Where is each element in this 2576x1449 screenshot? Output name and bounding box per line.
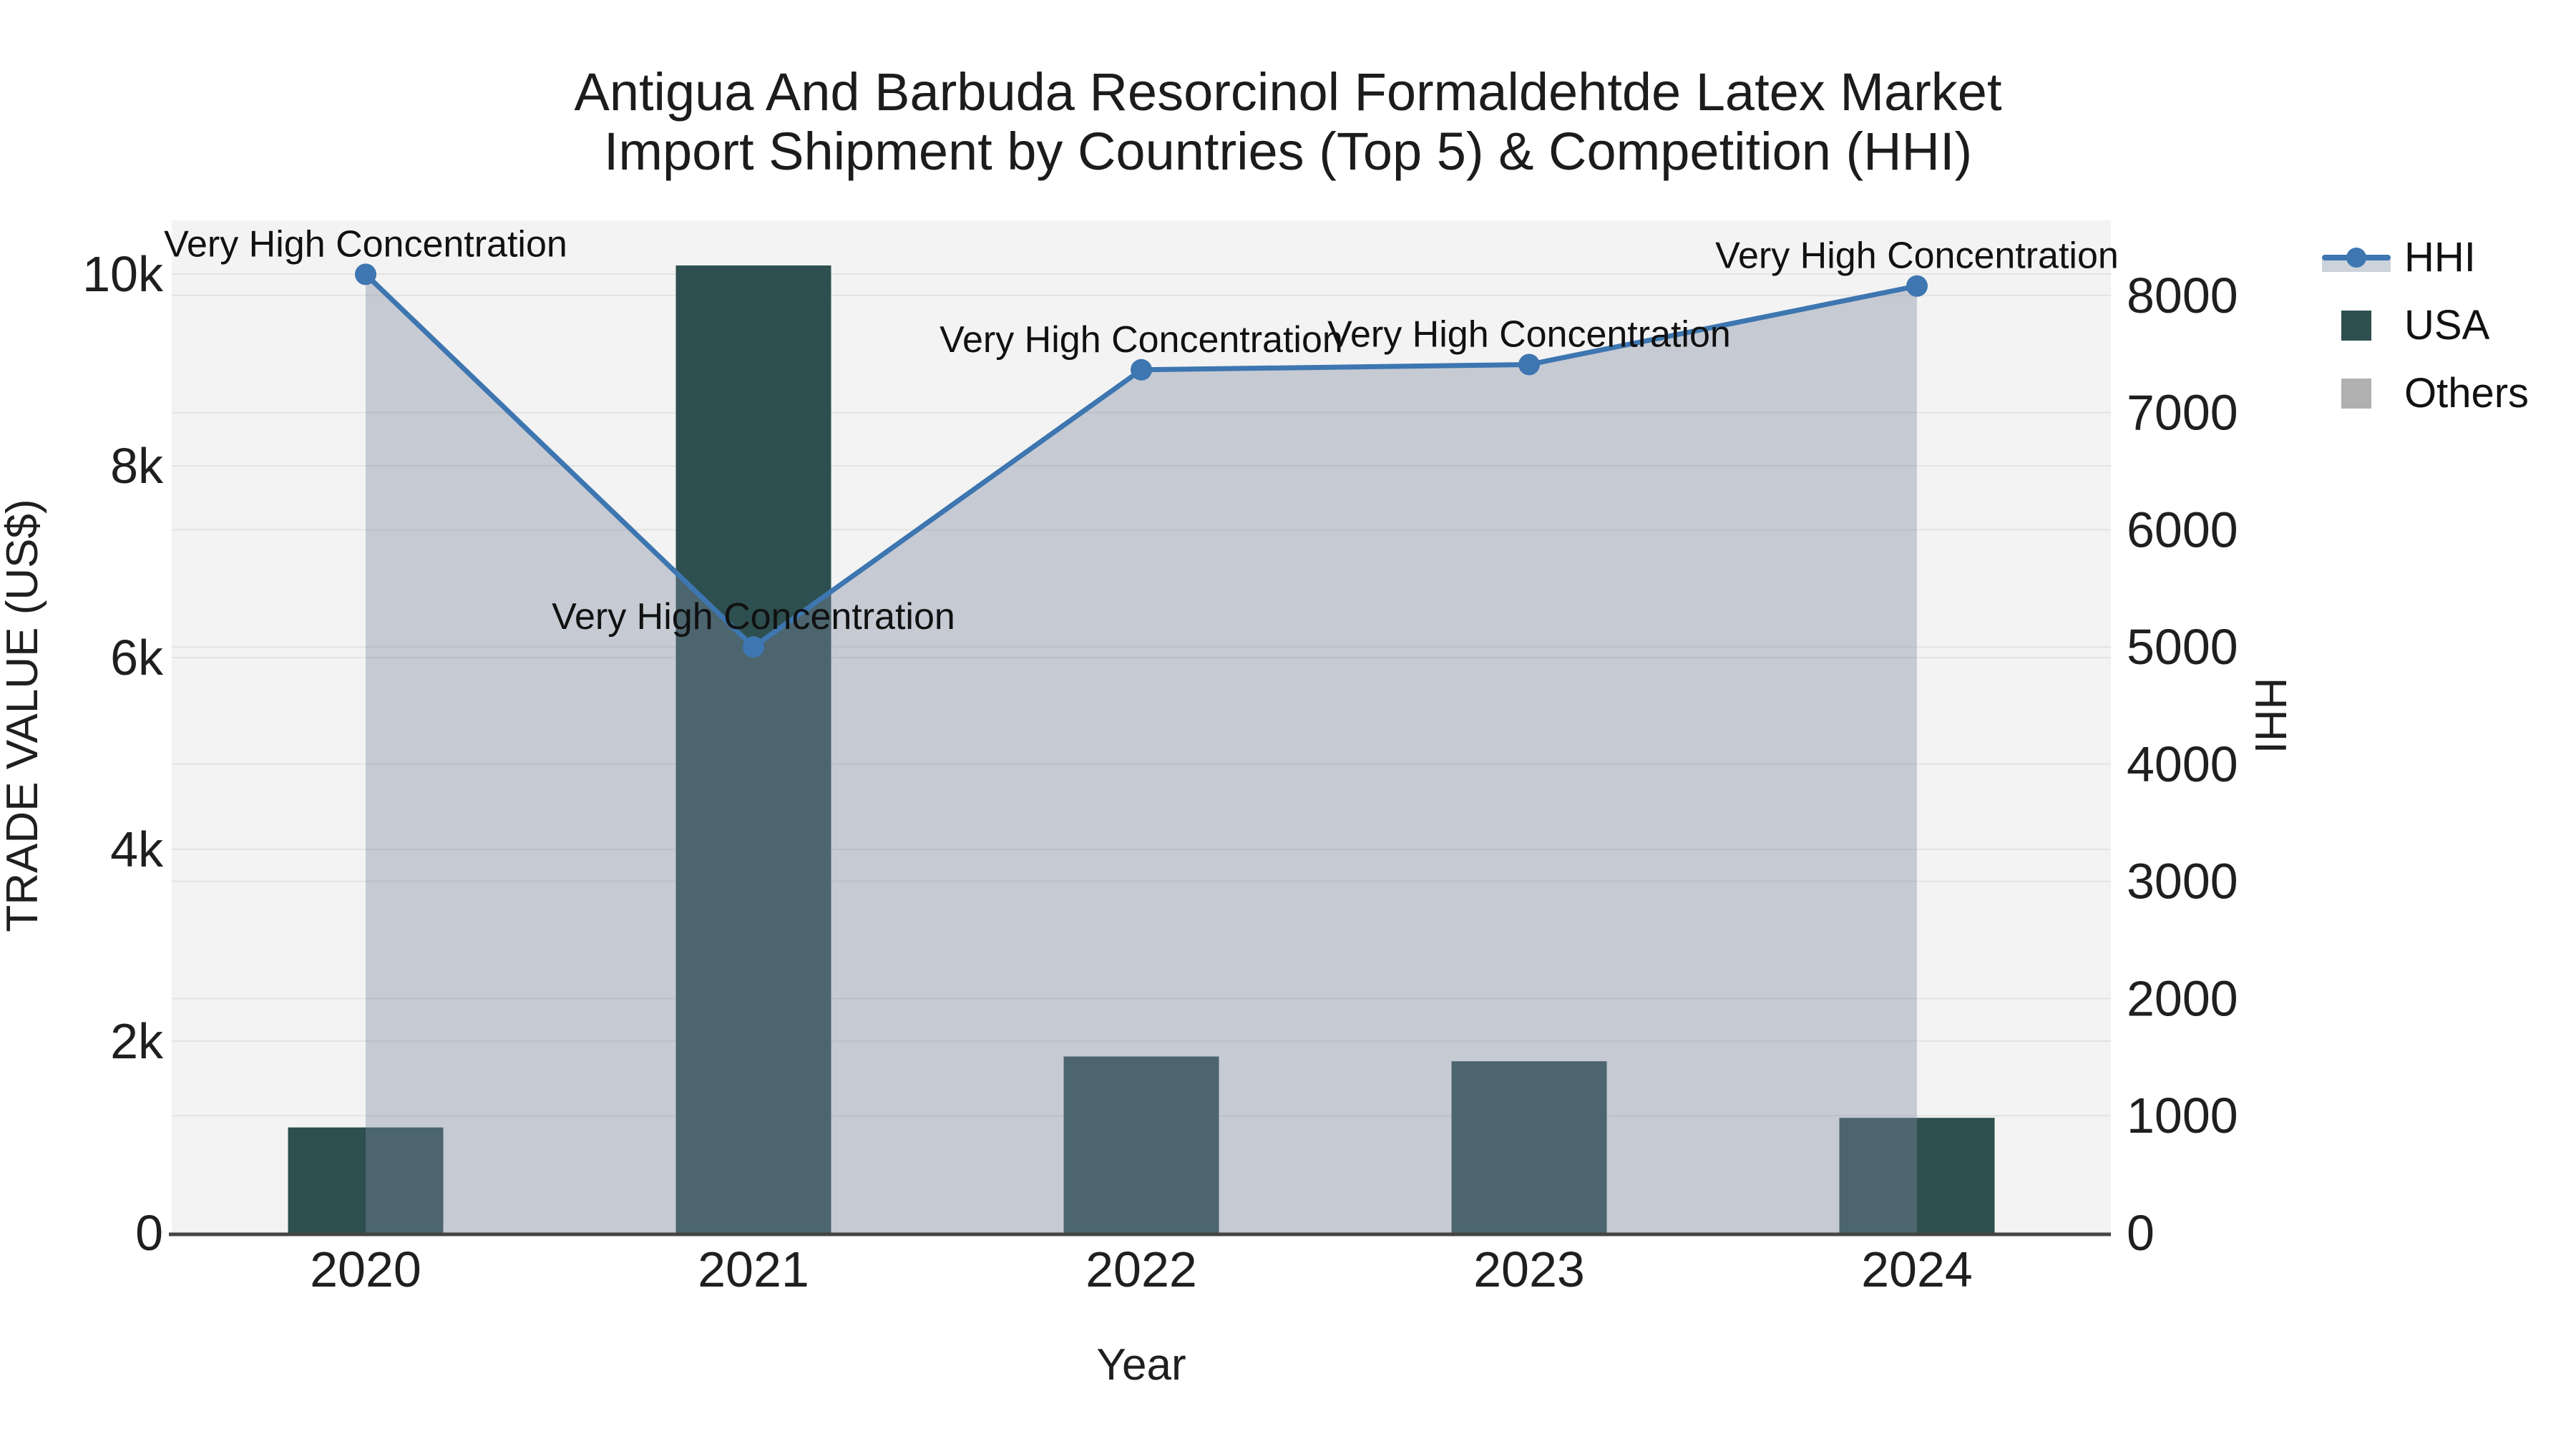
legend-swatch-icon — [2317, 372, 2396, 415]
hhi-legend-symbol — [2322, 242, 2391, 273]
tick-labels-group: 0 2k 4k 6k 8k 10k 0 1000 2000 3000 4000 5000 6000 700… — [82, 246, 2238, 1297]
hhi-marker-2024[interactable] — [1906, 275, 1928, 297]
chart-title-line2: Import Shipment by Countries (Top 5) & C… — [603, 121, 1973, 181]
legend-label-hhi: HHI — [2404, 234, 2476, 280]
swatch-usa — [2341, 310, 2371, 341]
left-tick-4k: 4k — [110, 821, 164, 877]
x-tick-2020: 2020 — [310, 1241, 421, 1297]
chart-title-line1: Antigua And Barbuda Resorcinol Formaldeh… — [574, 62, 2002, 122]
right-tick-3000: 3000 — [2127, 854, 2238, 909]
right-tick-8000: 8000 — [2127, 268, 2238, 323]
legend-label-usa: USA — [2404, 302, 2490, 348]
hhi-area-fill — [366, 274, 1917, 1233]
right-tick-0: 0 — [2127, 1205, 2155, 1261]
right-tick-4000: 4000 — [2127, 736, 2238, 792]
left-tick-8k: 8k — [110, 438, 164, 494]
right-tick-5000: 5000 — [2127, 619, 2238, 675]
bar-usa-2020[interactable] — [288, 1127, 444, 1233]
right-tick-1000: 1000 — [2127, 1088, 2238, 1143]
hhi-area-group — [366, 274, 1917, 1233]
bar-usa-2021[interactable] — [675, 265, 831, 1233]
x-tick-2024: 2024 — [1861, 1241, 1973, 1297]
annotation-2022: Very High Concentration — [940, 319, 1343, 361]
hhi-marker-2023[interactable] — [1518, 353, 1540, 376]
legend-item-hhi[interactable]: HHI — [2317, 223, 2529, 291]
legend-label-others: Others — [2404, 370, 2529, 416]
right-tick-2000: 2000 — [2127, 970, 2238, 1026]
left-tick-0: 0 — [135, 1205, 163, 1261]
right-tick-6000: 6000 — [2127, 502, 2238, 557]
bar-usa-2022[interactable] — [1063, 1056, 1219, 1233]
bar-usa-2024[interactable] — [1839, 1118, 1995, 1233]
x-axis-title: Year — [1096, 1340, 1186, 1390]
hhi-marker-2022[interactable] — [1131, 358, 1152, 381]
legend-item-others[interactable]: Others — [2317, 359, 2529, 427]
chart-title: Antigua And Barbuda Resorcinol Formaldeh… — [0, 62, 2576, 182]
bars-group — [288, 265, 1995, 1233]
x-tick-2023: 2023 — [1473, 1241, 1585, 1297]
left-tick-10k: 10k — [82, 246, 164, 302]
x-tick-2022: 2022 — [1085, 1241, 1197, 1297]
legend-swatch-icon — [2317, 304, 2396, 347]
gridlines-group — [172, 273, 2111, 1117]
bar-usa-2023[interactable] — [1451, 1061, 1607, 1233]
annotation-2021: Very High Concentration — [552, 596, 955, 638]
right-tick-7000: 7000 — [2127, 385, 2238, 441]
x-tick-2021: 2021 — [698, 1241, 809, 1297]
swatch-others — [2341, 378, 2371, 409]
annotation-2023: Very High Concentration — [1327, 313, 1731, 355]
legend-item-usa[interactable]: USA — [2317, 291, 2529, 359]
annotation-2020: Very High Concentration — [164, 223, 567, 265]
left-tick-6k: 6k — [110, 630, 164, 686]
hhi-line-group — [355, 263, 1928, 658]
y-axis-title-left: TRADE VALUE (US$) — [0, 499, 47, 932]
y-axis-title-right: HHI — [2245, 678, 2295, 754]
annotation-2024: Very High Concentration — [1715, 235, 2119, 277]
left-tick-2k: 2k — [110, 1013, 164, 1069]
hhi-marker-2020[interactable] — [355, 263, 376, 286]
hhi-marker-2021[interactable] — [743, 636, 764, 658]
legend: HHI USA Others — [2317, 223, 2529, 427]
legend-line-marker-icon — [2317, 236, 2396, 279]
